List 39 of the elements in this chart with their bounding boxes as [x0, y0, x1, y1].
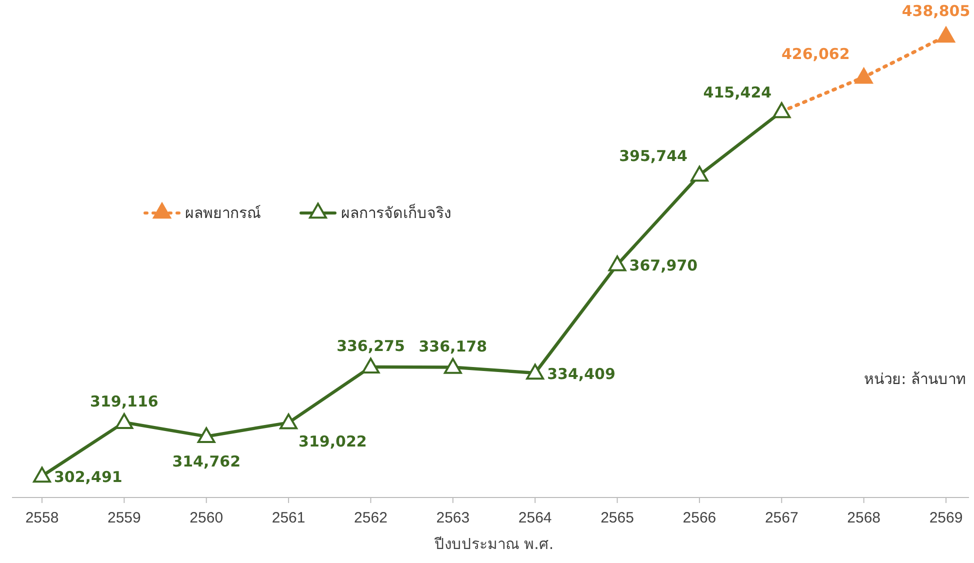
data-label: 319,022 [298, 432, 367, 451]
point [526, 364, 544, 380]
data-label: 426,062 [781, 45, 850, 64]
x-axis-title: ปีงบประมาณ พ.ศ. [433, 535, 554, 553]
x-tick-label: 2559 [107, 510, 141, 526]
point [362, 358, 380, 374]
annotation: หน่วย: ล้านบาท [864, 370, 966, 388]
point [115, 413, 134, 429]
x-tick-label: 2565 [600, 510, 634, 526]
data-label: 367,970 [629, 256, 698, 275]
point [33, 466, 51, 483]
x-tick-label: 2563 [436, 510, 470, 526]
point [690, 166, 708, 182]
data-label: 395,744 [619, 146, 688, 165]
data-label: 302,491 [54, 468, 122, 486]
data-label: 438,805 [902, 2, 970, 20]
point [444, 358, 462, 374]
x-tick-label: 2567 [764, 510, 798, 526]
data-label: 319,116 [90, 392, 158, 410]
x-tick-label: 2564 [518, 510, 552, 526]
point [280, 413, 298, 430]
point [608, 255, 626, 272]
point [197, 427, 216, 443]
x-tick-label: 2569 [929, 510, 963, 526]
point [937, 26, 955, 43]
x-tick-label: 2562 [354, 510, 388, 526]
x-tick-label: 2568 [847, 510, 881, 526]
data-label: 336,275 [336, 336, 405, 355]
legend-label: ผลพยากรณ์ [185, 204, 261, 222]
x-tick-label: 2566 [682, 510, 716, 526]
data-label: 314,762 [172, 452, 241, 470]
x-tick-label: 2561 [272, 510, 306, 526]
point [854, 68, 873, 84]
x-tick-label: 2560 [190, 510, 224, 526]
data-label: 334,409 [547, 364, 616, 383]
x-tick-label: 2558 [25, 510, 59, 526]
data-label: 415,424 [703, 83, 772, 102]
legend-label: ผลการจัดเก็บจริง [341, 203, 451, 222]
data-label: 336,178 [418, 337, 488, 356]
